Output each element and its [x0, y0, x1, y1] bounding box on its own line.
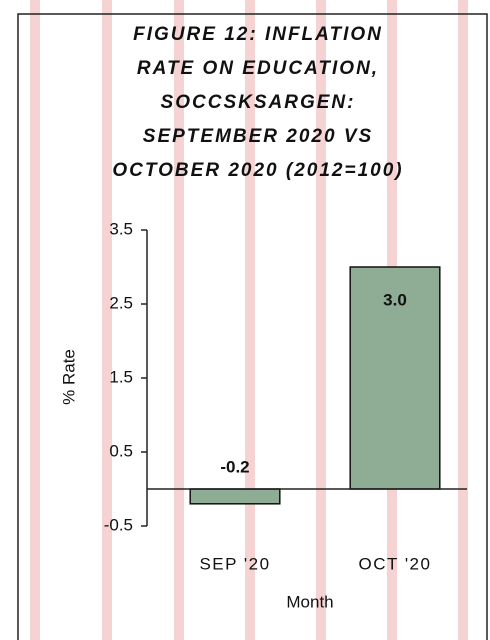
chart-title: OCTOBER 2020 (2012=100): [112, 160, 403, 181]
chart-title: SEPTEMBER 2020 VS: [143, 126, 373, 147]
y-tick-label: -0.5: [104, 515, 133, 534]
x-axis-label: Month: [286, 592, 333, 611]
value-label: -0.2: [220, 457, 249, 476]
y-tick-label: 1.5: [109, 367, 133, 386]
x-tick-label: OCT '20: [359, 554, 432, 573]
y-tick-label: 0.5: [109, 441, 133, 460]
chart-title: FIGURE 12: INFLATION: [133, 24, 383, 45]
y-tick-label: 3.5: [109, 219, 133, 238]
x-tick-label: SEP '20: [199, 554, 270, 573]
chart-title: RATE ON EDUCATION,: [137, 58, 379, 79]
chart-title: SOCCSKSARGEN:: [161, 92, 356, 113]
y-axis-label: % Rate: [59, 349, 78, 405]
y-tick-label: 2.5: [109, 293, 133, 312]
chart-frame: [17, 13, 488, 640]
bar: [189, 488, 281, 505]
value-label: 3.0: [383, 290, 407, 309]
